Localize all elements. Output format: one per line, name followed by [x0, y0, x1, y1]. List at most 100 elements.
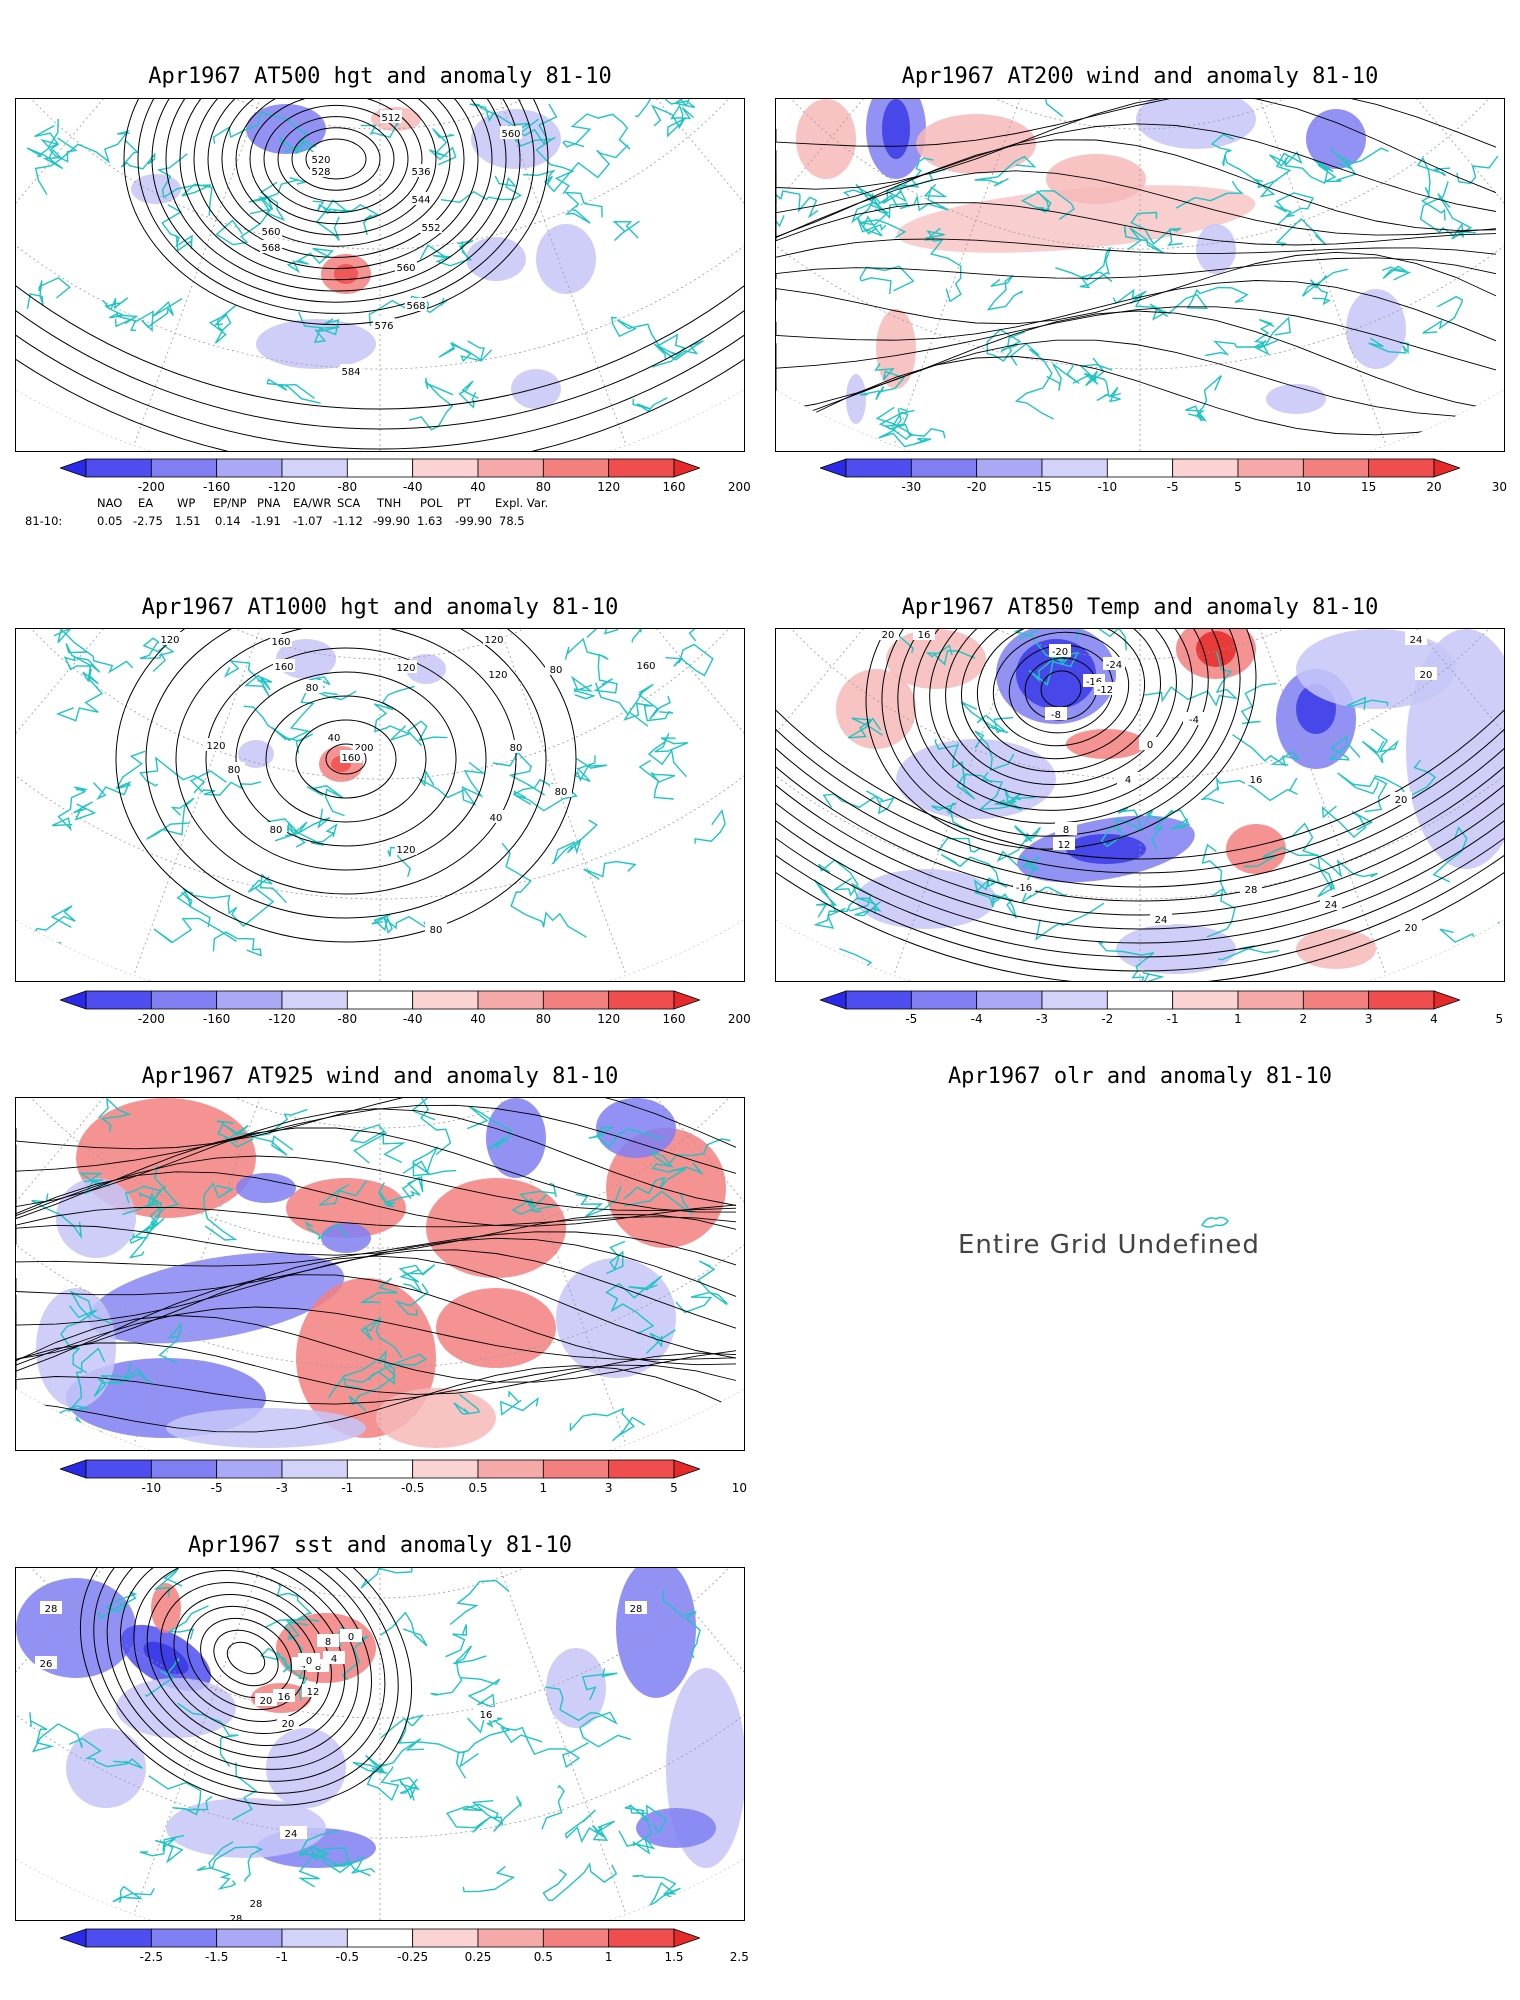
- contour-label: 120: [484, 635, 503, 646]
- coastline: [653, 340, 704, 361]
- positive-anomaly-shading: [796, 99, 856, 179]
- contour-line: [929, 629, 1193, 798]
- coastline: [266, 808, 331, 842]
- contour-label-bg: [159, 632, 181, 645]
- contour-label: 28: [630, 1604, 643, 1615]
- coastline: [875, 406, 915, 441]
- contour-label-bg: [340, 364, 362, 377]
- teleconnection-header: PNA: [257, 496, 281, 510]
- coastline: [562, 113, 631, 150]
- coastline: [387, 846, 411, 877]
- coastline: [646, 1329, 676, 1354]
- colorbar-tick-label: 160: [662, 1012, 686, 1026]
- contour-label-bg: [485, 810, 507, 823]
- contour-label: 120: [396, 845, 415, 856]
- colorbar-segment: [845, 458, 912, 478]
- contour-label-bg: [877, 629, 899, 640]
- coastline: [445, 1624, 468, 1658]
- coastline: [467, 1105, 512, 1150]
- contour-line: [277, 116, 395, 202]
- coastline: [1075, 629, 1127, 651]
- colorbar-tick-label: 5: [1234, 480, 1242, 494]
- teleconnection-header: NAO: [97, 496, 123, 510]
- contour-label-bg: [395, 260, 417, 273]
- teleconnection-value: 0.14: [215, 514, 241, 528]
- colorbar-segment: [1172, 990, 1239, 1010]
- coastline: [1185, 375, 1222, 422]
- coastline: [610, 316, 686, 368]
- negative-anomaly-shading: [266, 1728, 346, 1808]
- colorbar-segment: [1302, 990, 1370, 1010]
- contour-label: 544: [411, 195, 430, 206]
- coastline: [29, 1712, 83, 1753]
- longitude-gridline: [379, 1568, 641, 1920]
- colorbar-tick-label: -40: [402, 1012, 423, 1026]
- coastline: [278, 136, 320, 161]
- teleconnection-header: EA/WR: [293, 496, 332, 510]
- coastline: [1253, 316, 1291, 350]
- colorbar-tick-label: -1: [341, 1481, 354, 1495]
- contour-label: 552: [421, 223, 440, 234]
- colorbar-tick-label: -0.5: [335, 1950, 360, 1964]
- coastline: [1422, 295, 1464, 334]
- contour-label: 200: [354, 743, 373, 754]
- streamline: [776, 251, 1497, 325]
- negative-anomaly-shading: [236, 1173, 296, 1203]
- coastline: [846, 882, 876, 914]
- coastline: [632, 397, 668, 413]
- contour-label-bg: [550, 784, 572, 797]
- contour-label-bg: [1405, 632, 1427, 645]
- negative-anomaly-shading: [486, 1098, 546, 1178]
- contour-label-bg: [373, 318, 395, 331]
- teleconnection-value: -1.91: [251, 514, 281, 528]
- contour-label: 16: [1250, 775, 1263, 786]
- colorbar-tick-label: -200: [137, 480, 165, 494]
- colorbar-tick-label: -80: [337, 480, 358, 494]
- streamline: [16, 1155, 737, 1217]
- coastline: [78, 1172, 110, 1195]
- coastline: [1124, 226, 1165, 254]
- colorbar-segment: [216, 990, 283, 1010]
- colorbar-segment: [85, 458, 152, 478]
- coastline: [440, 175, 523, 204]
- contour-label: 20: [1405, 923, 1418, 934]
- contour-line: [776, 629, 1504, 972]
- teleconnection-row-label: 81-10:: [25, 514, 63, 528]
- coastline: [26, 905, 76, 952]
- colorbar-tick-label: 40: [470, 480, 486, 494]
- streamline: [16, 1315, 737, 1383]
- colorbar-segment: [281, 458, 348, 478]
- colorbar-segment: [150, 1928, 218, 1948]
- colorbar-graphic: [818, 990, 1462, 1010]
- coastline: [317, 1180, 368, 1206]
- coastline: [1232, 734, 1300, 767]
- contour-line: [776, 629, 1504, 860]
- colorbar-tick-label: 10: [1295, 480, 1311, 494]
- teleconnection-table: NAO EA WP EP/NP PNA EA/WR SCA TNH POL PT Expl. Var…: [25, 496, 725, 532]
- coastline: [960, 701, 1014, 734]
- coastline: [360, 1568, 414, 1589]
- panel-title-olr: Apr1967 olr and anomaly 81-10: [947, 1064, 1333, 1089]
- colorbar-tick-label: 0.25: [464, 1950, 492, 1964]
- contour-label: 0: [348, 1632, 354, 1643]
- contour-label: 80: [550, 665, 563, 676]
- coastline: [511, 1198, 557, 1216]
- contour-label: 536: [411, 167, 430, 178]
- coastline: [243, 705, 314, 754]
- negative-anomaly-shading: [321, 1223, 371, 1253]
- streamline: [776, 99, 1497, 148]
- coastline: [286, 247, 334, 274]
- colorbar-tick-label: 1.5: [664, 1950, 684, 1964]
- contour-line: [186, 1605, 306, 1711]
- negative-anomaly-shading: [1306, 109, 1366, 169]
- contour-label-bg: [1139, 737, 1161, 750]
- colorbar-segment: [346, 458, 414, 478]
- coastline: [129, 1225, 153, 1245]
- coastline: [328, 1349, 397, 1411]
- colorbar-tick-label: -5: [1166, 480, 1179, 494]
- colorbar-1000: -200 -160 -120 -80 -40 40 80 120 160 200: [58, 990, 751, 1032]
- contour-label-bg: [280, 1826, 302, 1839]
- coastline: [940, 853, 1008, 888]
- colorbar-segment: [85, 1928, 152, 1948]
- coastline: [623, 1162, 704, 1200]
